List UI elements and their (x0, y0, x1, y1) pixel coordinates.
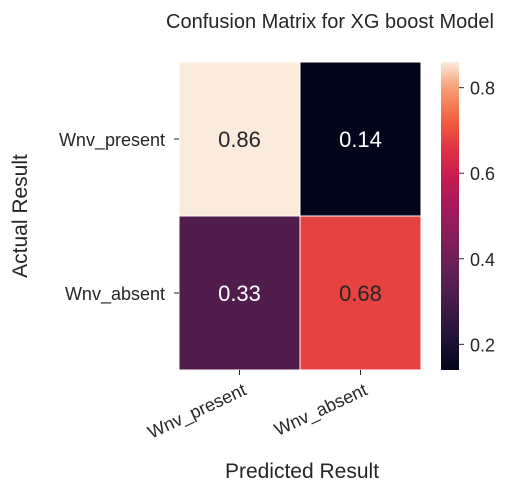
x-axis-label: Predicted Result (225, 460, 379, 483)
chart-title: Confusion Matrix for XG boost Model (166, 11, 494, 33)
cell-value-label: 0.68 (339, 281, 382, 306)
y-axis-label: Actual Result (9, 154, 32, 278)
cell-value-label: 0.86 (218, 127, 261, 152)
x-tick-label: Wnv_absent (271, 379, 371, 440)
x-tick-label: Wnv_present (145, 379, 250, 443)
x-axis-ticks: Wnv_present Wnv_absent (145, 370, 371, 443)
cell-value-label: 0.33 (218, 281, 261, 306)
heatmap-cell-r0-c0 (178, 61, 301, 217)
colorbar-tick-label: 0.6 (470, 164, 495, 184)
y-tick-label: Wnv_absent (65, 284, 165, 305)
heatmap-cell-r0-c1 (299, 61, 422, 217)
y-tick-label: Wnv_present (59, 130, 165, 151)
colorbar-tick-label: 0.2 (470, 335, 495, 355)
colorbar (441, 62, 459, 370)
colorbar-tick-label: 0.4 (470, 250, 495, 270)
y-axis-ticks: Wnv_present Wnv_absent (59, 130, 179, 305)
heatmap-cell-r1-c1 (299, 215, 422, 371)
colorbar-ticks: 0.2 0.4 0.6 0.8 (459, 79, 495, 355)
colorbar-tick-label: 0.8 (470, 79, 495, 99)
heatmap-grid: 0.86 0.14 0.33 0.68 (178, 61, 422, 371)
heatmap-cell-r1-c0 (178, 215, 301, 371)
cell-value-label: 0.14 (339, 127, 382, 152)
